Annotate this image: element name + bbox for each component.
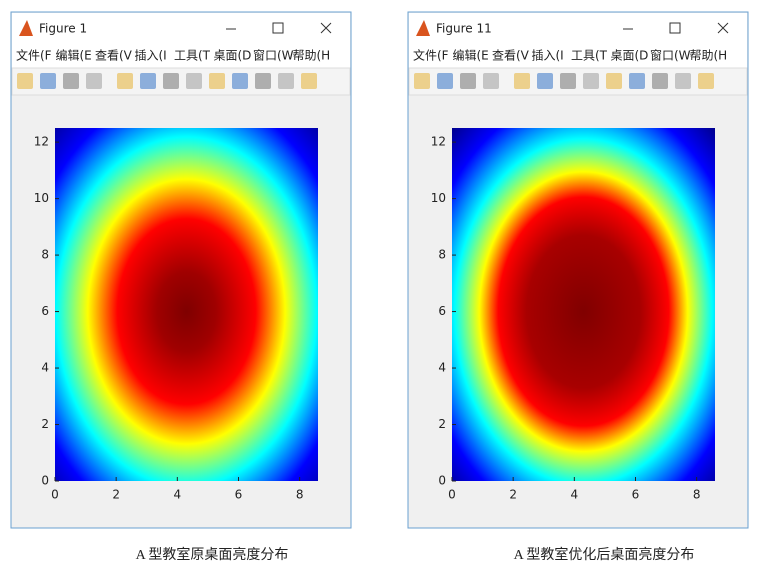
close-button[interactable]	[717, 22, 729, 34]
menu-item[interactable]: 工具(T	[571, 49, 608, 63]
toolbar-button[interactable]	[698, 73, 714, 89]
toolbar-button[interactable]	[63, 73, 79, 89]
close-button[interactable]	[320, 22, 332, 34]
app-icon	[19, 20, 33, 36]
toolbar-button[interactable]	[17, 73, 33, 89]
y-tick-label: 2	[41, 417, 49, 431]
title-bar	[12, 13, 350, 45]
menu-item[interactable]: 文件(F	[413, 48, 449, 63]
toolbar-button[interactable]	[232, 73, 248, 89]
y-tick-label: 12	[431, 135, 446, 149]
window-title: Figure 11	[436, 22, 492, 36]
toolbar-button[interactable]	[86, 73, 102, 89]
x-tick-label: 8	[296, 488, 304, 502]
toolbar-button[interactable]	[414, 73, 430, 89]
y-tick-label: 4	[41, 361, 49, 375]
menu-item[interactable]: 窗口(W	[650, 49, 691, 63]
app-icon	[416, 20, 430, 36]
heatmap	[452, 128, 715, 481]
y-tick-label: 4	[438, 361, 446, 375]
toolbar-button[interactable]	[483, 73, 499, 89]
y-tick-label: 10	[34, 191, 49, 205]
toolbar-button[interactable]	[606, 73, 622, 89]
toolbar-button[interactable]	[40, 73, 56, 89]
y-tick-label: 2	[438, 417, 446, 431]
x-tick-label: 4	[174, 488, 182, 502]
menu-item[interactable]: 桌面(D	[611, 49, 649, 63]
toolbar	[11, 67, 351, 96]
menu-item[interactable]: 桌面(D	[214, 49, 252, 63]
toolbar-button[interactable]	[301, 73, 317, 89]
window-title: Figure 1	[39, 22, 87, 36]
toolbar-button[interactable]	[460, 73, 476, 89]
menu-item[interactable]: 文件(F	[16, 48, 52, 63]
toolbar-button[interactable]	[140, 73, 156, 89]
menu-item[interactable]: 编辑(E	[453, 48, 489, 63]
menu-item[interactable]: 插入(I	[532, 49, 564, 63]
menu-item[interactable]: 帮助(H	[293, 49, 331, 63]
toolbar-button[interactable]	[278, 73, 294, 89]
toolbar-button[interactable]	[537, 73, 553, 89]
y-tick-label: 12	[34, 135, 49, 149]
toolbar-button[interactable]	[675, 73, 691, 89]
x-tick-label: 2	[509, 488, 517, 502]
x-tick-label: 0	[51, 488, 59, 502]
toolbar-button[interactable]	[514, 73, 530, 89]
x-tick-label: 0	[448, 488, 456, 502]
toolbar-button[interactable]	[629, 73, 645, 89]
maximize-button[interactable]	[669, 22, 681, 34]
toolbar-button[interactable]	[209, 73, 225, 89]
x-tick-label: 2	[112, 488, 120, 502]
menu-bar	[409, 45, 747, 68]
caption: A 型教室优化后桌面亮度分布	[514, 546, 695, 563]
title-bar	[409, 13, 747, 45]
menu-item[interactable]: 窗口(W	[253, 49, 294, 63]
toolbar-button[interactable]	[117, 73, 133, 89]
y-tick-label: 10	[431, 191, 446, 205]
x-tick-label: 4	[571, 488, 579, 502]
toolbar-button[interactable]	[583, 73, 599, 89]
menu-item[interactable]: 查看(V	[492, 49, 530, 63]
toolbar-button[interactable]	[163, 73, 179, 89]
menu-item[interactable]: 插入(I	[135, 49, 167, 63]
menu-item[interactable]: 编辑(E	[56, 48, 92, 63]
x-tick-label: 6	[632, 488, 640, 502]
heatmap	[55, 128, 318, 481]
toolbar-button[interactable]	[560, 73, 576, 89]
y-tick-label: 0	[41, 474, 49, 488]
toolbar-button[interactable]	[437, 73, 453, 89]
menu-item[interactable]: 查看(V	[95, 49, 133, 63]
maximize-button[interactable]	[272, 22, 284, 34]
toolbar-button[interactable]	[186, 73, 202, 89]
toolbar-button[interactable]	[255, 73, 271, 89]
y-tick-label: 8	[41, 248, 49, 262]
menu-bar	[12, 45, 350, 68]
y-tick-label: 6	[438, 304, 446, 318]
caption: A 型教室原桌面亮度分布	[136, 546, 289, 563]
menu-item[interactable]: 帮助(H	[690, 49, 728, 63]
y-tick-label: 0	[438, 474, 446, 488]
x-tick-label: 6	[235, 488, 243, 502]
toolbar-button[interactable]	[652, 73, 668, 89]
menu-item[interactable]: 工具(T	[174, 49, 211, 63]
y-tick-label: 6	[41, 304, 49, 318]
toolbar	[408, 67, 748, 96]
y-tick-label: 8	[438, 248, 446, 262]
x-tick-label: 8	[693, 488, 701, 502]
